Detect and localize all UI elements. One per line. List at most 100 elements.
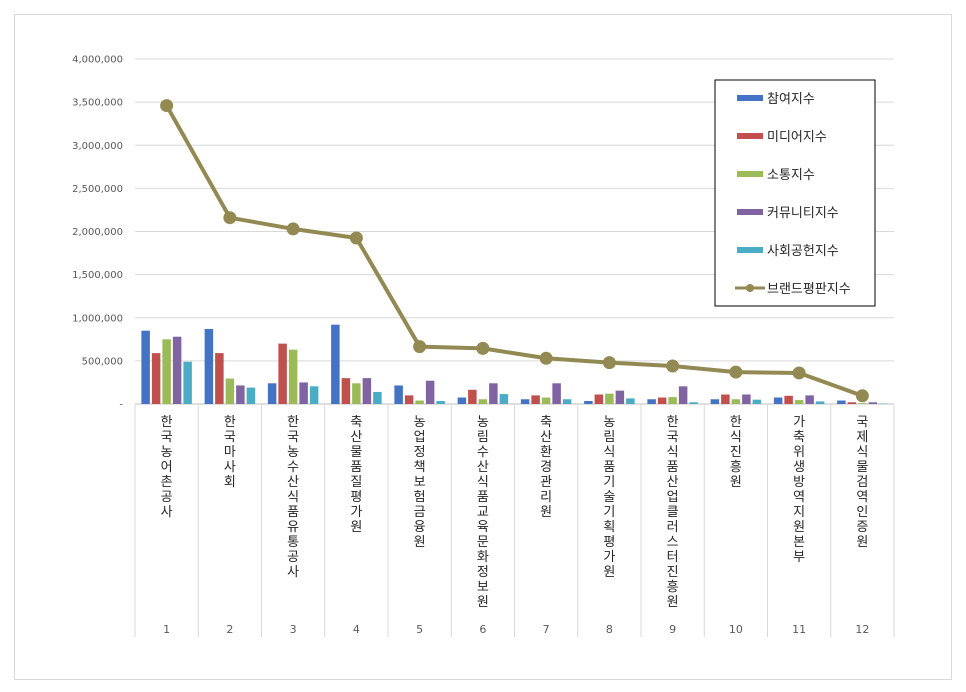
bar xyxy=(468,389,477,404)
y-tick-label: 4,000,000 xyxy=(72,55,123,66)
bar xyxy=(647,399,656,404)
bar xyxy=(594,394,604,404)
category-rank: 12 xyxy=(855,623,869,636)
category-rank: 10 xyxy=(729,623,743,636)
line-point xyxy=(792,366,806,380)
bar xyxy=(721,394,730,404)
bar xyxy=(225,378,235,404)
bar xyxy=(404,395,414,404)
y-tick-label: 1,500,000 xyxy=(72,270,123,281)
bar xyxy=(562,399,572,404)
line-point xyxy=(223,211,237,225)
bar xyxy=(784,395,793,404)
y-tick-label: 3,000,000 xyxy=(72,141,123,152)
line-point xyxy=(476,341,490,355)
bar xyxy=(299,382,308,404)
bar xyxy=(794,400,804,404)
bar xyxy=(626,398,635,404)
category-rank: 7 xyxy=(543,623,550,636)
legend-label: 사회공헌지수 xyxy=(767,244,839,259)
series-line xyxy=(164,104,864,398)
bar xyxy=(236,385,245,404)
bar xyxy=(172,336,182,404)
bar xyxy=(151,353,161,404)
bar xyxy=(668,397,677,404)
bar xyxy=(837,400,846,404)
legend-marker xyxy=(746,284,754,292)
bar xyxy=(141,330,150,404)
legend-swatch xyxy=(737,247,763,253)
legend-swatch xyxy=(737,171,763,177)
legend-swatch xyxy=(737,95,763,101)
bar xyxy=(710,399,720,404)
line-point xyxy=(729,365,743,379)
bar xyxy=(394,385,403,404)
legend-label: 소통지수 xyxy=(767,168,815,183)
bar xyxy=(288,349,298,404)
bar xyxy=(309,386,319,404)
bar xyxy=(615,390,625,404)
line-point xyxy=(602,356,616,370)
bar xyxy=(436,400,445,404)
legend-label: 참여지수 xyxy=(767,92,815,107)
category-rank: 4 xyxy=(353,623,360,636)
bar xyxy=(552,383,561,404)
bar xyxy=(183,361,192,404)
bar xyxy=(805,395,814,404)
legend-label: 미디어지수 xyxy=(767,130,827,145)
bar xyxy=(858,403,867,404)
bar xyxy=(731,399,741,404)
bar xyxy=(742,394,751,404)
line-point xyxy=(666,359,680,373)
category-rank: 3 xyxy=(290,623,297,636)
bar xyxy=(773,397,783,404)
category-rank: 9 xyxy=(669,623,676,636)
bar xyxy=(373,391,382,404)
bar xyxy=(847,402,857,404)
y-tick-label: 500,000 xyxy=(82,356,123,367)
bar xyxy=(215,353,224,404)
category-rank: 5 xyxy=(416,623,423,636)
line-point xyxy=(286,222,300,236)
bar xyxy=(425,380,435,404)
y-tick-label: 3,500,000 xyxy=(72,98,123,109)
bar xyxy=(457,397,467,404)
bar xyxy=(678,386,688,404)
bar xyxy=(541,397,551,404)
bar xyxy=(478,399,488,404)
y-tick-label: - xyxy=(119,400,123,411)
bar xyxy=(246,387,256,404)
bar xyxy=(879,403,888,405)
bar xyxy=(362,378,372,404)
bar xyxy=(352,383,361,404)
bar xyxy=(489,383,498,404)
bar xyxy=(267,383,277,404)
y-tick-label: 1,000,000 xyxy=(72,313,123,324)
bar xyxy=(415,400,424,404)
category-rank: 11 xyxy=(792,623,806,636)
line-point xyxy=(160,99,174,113)
line-point xyxy=(539,351,553,365)
category-rank: 8 xyxy=(606,623,613,636)
legend-label: 커뮤니티지수 xyxy=(767,206,839,221)
line-point xyxy=(855,389,869,403)
legend-box xyxy=(714,79,876,307)
legend-swatch xyxy=(737,133,763,139)
y-tick-label: 2,000,000 xyxy=(72,227,123,238)
y-tick-label: 2,500,000 xyxy=(72,184,123,195)
bar xyxy=(162,339,171,404)
bar xyxy=(752,399,762,404)
